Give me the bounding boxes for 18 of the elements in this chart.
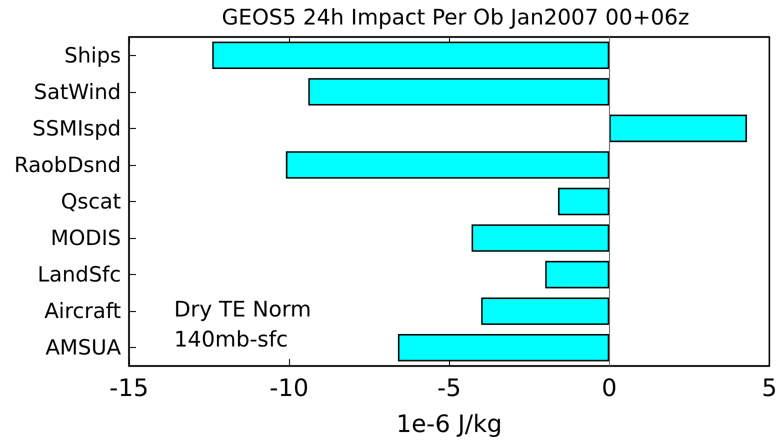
x-axis-title: 1e-6 J/kg xyxy=(396,410,502,438)
y-tick-label: SatWind xyxy=(34,80,121,104)
y-tick-label: Ships xyxy=(64,43,121,68)
annotation: 140mb-sfc xyxy=(174,328,288,352)
x-tick-label: -10 xyxy=(269,374,309,402)
x-tick-label: 0 xyxy=(602,374,617,402)
y-tick-label: RaobDsnd xyxy=(14,152,121,177)
y-tick-label: SSMIspd xyxy=(32,116,121,140)
y-tick-label: LandSfc xyxy=(38,262,121,287)
chart-title: GEOS5 24h Impact Per Ob Jan2007 00+06z xyxy=(222,6,690,30)
x-tick-label: -5 xyxy=(437,374,462,402)
y-tick-label: AMSUA xyxy=(45,336,122,360)
x-tick-label: -15 xyxy=(109,374,149,402)
annotation: Dry TE Norm xyxy=(174,298,312,322)
y-tick-label: MODIS xyxy=(50,226,121,250)
y-tick-label: Aircraft xyxy=(44,299,121,324)
x-tick-label: 5 xyxy=(762,374,778,402)
y-tick-label: Qscat xyxy=(60,190,121,214)
